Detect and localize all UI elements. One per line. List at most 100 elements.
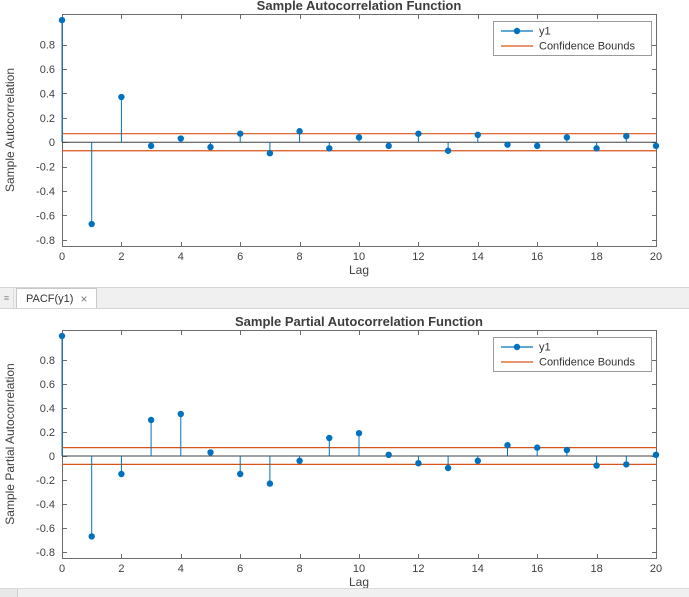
stem-marker — [385, 142, 392, 150]
y-tick-label: -0.2 — [36, 162, 55, 174]
legend-entry-label: Confidence Bounds — [539, 357, 636, 369]
stem-marker — [88, 220, 95, 228]
y-axis-label: Sample Partial Autocorrelation — [3, 363, 17, 524]
y-tick-label: 0.4 — [40, 88, 55, 100]
stem-marker — [296, 128, 303, 135]
x-tick-label: 10 — [353, 563, 365, 575]
y-tick-label: 0.4 — [40, 403, 55, 415]
y-tick-label: -0.4 — [36, 499, 55, 511]
stem-marker — [266, 150, 274, 157]
stem-marker — [563, 134, 571, 141]
stem-marker — [237, 470, 244, 478]
stem-marker — [474, 131, 481, 139]
legend-marker — [513, 343, 521, 351]
x-tick-label: 20 — [650, 251, 662, 263]
acf-figure-pane: 0 2 4 6 8 10 12 14 16 18 20 -0.8 -0.6 -0.4 -0.2 0 0.2 0.4… — [0, 0, 689, 287]
legend-marker — [513, 27, 521, 35]
x-tick-label: 4 — [178, 563, 184, 575]
x-tick-label: 14 — [472, 563, 484, 575]
stem-marker — [652, 451, 660, 458]
stem-marker — [623, 461, 630, 468]
stem-marker — [58, 16, 66, 24]
y-tick-label: 0.2 — [40, 427, 55, 439]
stem-marker — [652, 142, 660, 150]
x-tick-label: 20 — [650, 563, 662, 575]
x-tick-label: 4 — [178, 251, 184, 263]
chart-title: Sample Partial Autocorrelation Function — [235, 314, 483, 329]
x-tick-label: 16 — [531, 563, 543, 575]
x-tick-label: 0 — [59, 563, 65, 575]
y-tick-label: -0.8 — [36, 547, 55, 559]
x-tick-label: 12 — [412, 251, 424, 263]
pacf-chart: 0 2 4 6 8 10 12 14 16 18 20 -0.8 -0.6 -0.4 -0.2 0 0.2 0.4… — [3, 314, 662, 588]
stem-marker — [296, 457, 303, 464]
stem-marker — [385, 451, 392, 458]
x-tick-label: 10 — [353, 251, 365, 263]
stem-marker — [177, 135, 184, 142]
stem-marker — [593, 145, 600, 152]
x-tick-label: 6 — [237, 251, 243, 263]
legend-entry-label: Confidence Bounds — [539, 41, 636, 53]
legend: y1 Confidence Bounds — [493, 21, 652, 56]
tab-pacf[interactable]: PACF(y1) × — [16, 288, 98, 308]
stem-marker — [504, 442, 511, 449]
stem-marker — [474, 457, 481, 464]
y-tick-label: 0 — [49, 137, 55, 149]
scrollbar-corner — [0, 589, 18, 597]
menu-icon: ≡ — [3, 293, 10, 303]
x-tick-label: 2 — [118, 251, 124, 263]
y-tick-label: -0.4 — [36, 186, 55, 198]
axis-ticks — [62, 331, 657, 558]
x-tick-label: 14 — [472, 251, 484, 263]
x-axis-label: Lag — [349, 263, 369, 277]
stem-marker — [118, 470, 125, 478]
stem-marker — [326, 145, 333, 152]
y-tick-label: 0.8 — [40, 355, 55, 367]
stem-marker — [355, 134, 363, 141]
stem-marker — [444, 147, 452, 154]
scrollbar-strip[interactable] — [0, 588, 689, 597]
legend-entry-label: y1 — [539, 26, 551, 38]
close-icon[interactable]: × — [80, 291, 88, 306]
tab-bar-grip-icon[interactable]: ≡ — [0, 288, 14, 308]
stem-marker — [58, 332, 66, 340]
stem-marker — [415, 130, 422, 137]
x-tick-label: 12 — [412, 563, 424, 575]
x-tick-label: 2 — [118, 563, 124, 575]
x-tick-label: 0 — [59, 251, 65, 263]
axis-ticks — [62, 15, 657, 246]
stem-marker — [177, 410, 184, 418]
stem-marker — [504, 141, 511, 148]
y-tick-label: 0.6 — [40, 379, 55, 391]
stem-marker — [147, 142, 155, 150]
stem-marker — [118, 93, 125, 101]
y-tick-label: 0.2 — [40, 113, 55, 125]
stem-marker — [326, 434, 333, 442]
x-tick-label: 18 — [590, 563, 602, 575]
legend: y1 Confidence Bounds — [493, 337, 652, 372]
x-tick-label: 8 — [297, 563, 303, 575]
stem-marker — [237, 130, 244, 137]
y-tick-label: -0.2 — [36, 475, 55, 487]
stem-marker — [534, 444, 541, 451]
x-tick-label: 16 — [531, 251, 543, 263]
x-tick-label: 6 — [237, 563, 243, 575]
y-tick-label: -0.8 — [36, 235, 55, 247]
y-tick-label: -0.6 — [36, 523, 55, 535]
stem-marker — [355, 430, 363, 437]
acf-chart: 0 2 4 6 8 10 12 14 16 18 20 -0.8 -0.6 -0.4 -0.2 0 0.2 0.4… — [3, 0, 662, 277]
legend-entry-label: y1 — [539, 342, 551, 354]
stem-marker — [88, 533, 95, 540]
x-tick-label: 18 — [590, 251, 602, 263]
stem-marker — [147, 416, 155, 424]
y-tick-label: 0 — [49, 451, 55, 463]
stem-marker — [266, 480, 274, 487]
stem-marker — [415, 460, 422, 467]
stem-marker — [207, 449, 214, 456]
y-tick-label: -0.6 — [36, 210, 55, 222]
stem-marker — [444, 464, 452, 472]
tab-label: PACF(y1) — [26, 292, 74, 305]
figure-tab-bar: ≡ PACF(y1) × — [0, 287, 689, 309]
stem-marker — [563, 446, 571, 454]
